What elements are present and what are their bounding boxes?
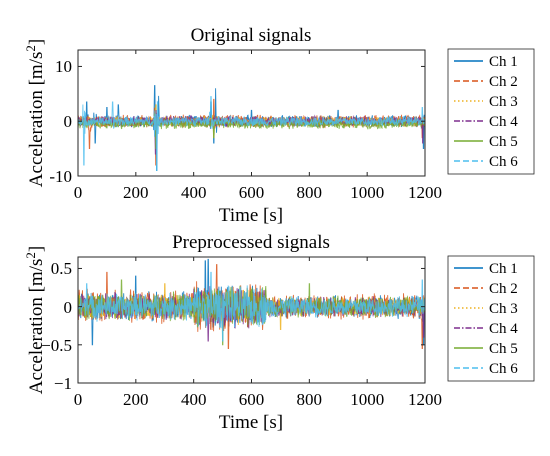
x-tick-label: 1200 <box>408 183 442 202</box>
x-tick-label: 200 <box>123 390 149 409</box>
x-tick-label: 400 <box>181 390 207 409</box>
y-tick-label: −0.5 <box>41 336 72 355</box>
legend: Ch 1 Ch 2 Ch 3 Ch 4 Ch 5 Ch 6 <box>447 255 535 382</box>
x-tick-label: 600 <box>239 183 265 202</box>
legend-label: Ch 1 <box>489 54 518 70</box>
y-tick-label: -10 <box>49 167 72 186</box>
x-tick-label: 0 <box>74 183 83 202</box>
legend-label: Ch 4 <box>489 321 518 337</box>
x-tick-label: 0 <box>74 390 83 409</box>
x-tick-label: 400 <box>181 183 207 202</box>
series-line <box>78 96 425 171</box>
y-tick-label: 0.5 <box>51 259 72 278</box>
x-tick-label: 800 <box>297 183 323 202</box>
legend-label: Ch 2 <box>489 281 518 297</box>
legend-label: Ch 1 <box>489 261 518 277</box>
legend-box <box>447 255 535 382</box>
legend-label: Ch 6 <box>489 361 518 377</box>
legend-label: Ch 5 <box>489 134 518 150</box>
subplot-original: Original signals 0 200 400 600 800 1000 … <box>23 25 535 226</box>
legend-label: Ch 2 <box>489 74 518 90</box>
legend-box <box>447 48 535 175</box>
x-tick-label: 1200 <box>408 390 442 409</box>
y-tick-label: 0 <box>64 112 73 131</box>
legend-label: Ch 4 <box>489 114 518 130</box>
legend-label: Ch 3 <box>489 301 518 317</box>
y-axis-label: Acceleration [m/s2] <box>23 39 47 187</box>
legend: Ch 1 Ch 2 Ch 3 Ch 4 Ch 5 Ch 6 <box>447 48 535 175</box>
subplot-preprocessed: Preprocessed signals 0 200 400 600 800 1… <box>23 232 535 433</box>
chart-title: Original signals <box>191 25 312 46</box>
y-tick-label: −1 <box>54 374 72 393</box>
plot-area <box>78 258 425 350</box>
x-tick-label: 600 <box>239 390 265 409</box>
plot-area <box>78 85 425 171</box>
series-line <box>78 85 425 171</box>
x-axis-label: Time [s] <box>219 412 283 433</box>
tick-marks <box>77 257 426 384</box>
y-axis-label: Acceleration [m/s2] <box>23 246 47 394</box>
x-axis-label: Time [s] <box>219 205 283 226</box>
tick-marks <box>77 50 426 177</box>
x-tick-label: 200 <box>123 183 149 202</box>
series-line <box>78 271 425 342</box>
y-tick-label: 10 <box>55 57 72 76</box>
chart-title: Preprocessed signals <box>172 232 330 253</box>
x-tick-label: 1000 <box>350 390 384 409</box>
x-tick-label: 800 <box>297 390 323 409</box>
legend-label: Ch 5 <box>489 341 518 357</box>
y-tick-label: 0 <box>64 298 73 317</box>
series-line <box>78 98 425 166</box>
legend-label: Ch 6 <box>489 154 518 170</box>
legend-label: Ch 3 <box>489 94 518 110</box>
x-tick-label: 1000 <box>350 183 384 202</box>
